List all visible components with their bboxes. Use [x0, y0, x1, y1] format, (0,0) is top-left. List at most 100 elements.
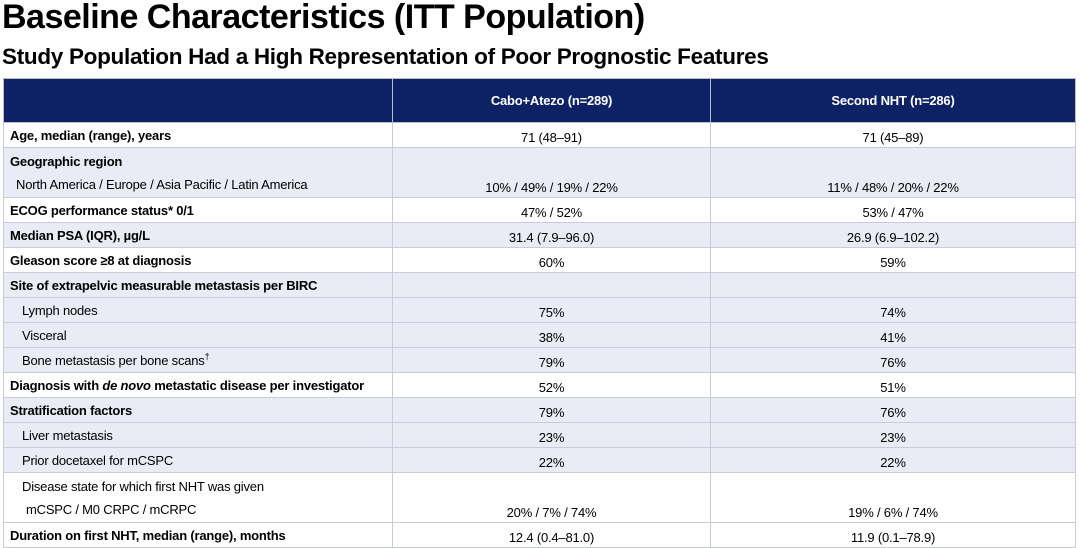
label-text: Site of extrapelvic measurable metastasi…: [10, 277, 318, 293]
row-label: Liver metastasis: [3, 422, 393, 448]
label: Gleason score ≥8 at diagnosis: [10, 253, 191, 268]
value-cell: 41%: [710, 322, 1076, 348]
value-cell: 38%: [392, 322, 711, 348]
row-label: Prior docetaxel for mCSPC: [3, 447, 393, 473]
row-label: Bone metastasis per bone scans†: [3, 347, 393, 373]
value: 74%: [880, 305, 906, 320]
header-cell: [3, 78, 393, 123]
value: 12.4 (0.4–81.0): [508, 530, 595, 545]
label-text: Duration on first NHT, median (range), m…: [10, 527, 286, 543]
value: 60%: [538, 255, 565, 270]
value-cell: 51%: [710, 372, 1076, 398]
value-cell: [392, 272, 711, 298]
label-text: Liver metastasis: [22, 427, 113, 443]
label-text: Prior docetaxel for mCSPC: [22, 452, 174, 468]
row-label: Median PSA (IQR), µg/L: [3, 222, 393, 248]
header-cell: Second NHT (n=286): [710, 78, 1076, 123]
value: 75%: [538, 305, 565, 320]
value: 23%: [880, 430, 906, 445]
footnote-mark: †: [204, 351, 210, 362]
label-text: Disease state for which first NHT was gi…: [22, 478, 264, 494]
value-cell: 22%: [392, 447, 711, 473]
label-text: Stratification factors: [10, 402, 133, 418]
value-cell: 53% / 47%: [710, 197, 1076, 223]
row-label: Age, median (range), years: [3, 122, 393, 148]
value-cell: 75%: [392, 297, 711, 323]
value: 11% / 48% / 20% / 22%: [827, 180, 959, 195]
label: Prior docetaxel for mCSPC: [10, 453, 173, 468]
value-cell: 74%: [710, 297, 1076, 323]
header-row: Cabo+Atezo (n=289) Second NHT (n=286): [3, 78, 1076, 123]
label: Disease state for which first NHT was gi…: [10, 479, 264, 494]
row-label: Gleason score ≥8 at diagnosis: [3, 247, 393, 273]
value-cell: 22%: [710, 447, 1076, 473]
table-row: Visceral 38% 41%: [3, 322, 1076, 348]
value: 53% / 47%: [862, 205, 924, 220]
value-cell: 47% / 52%: [392, 197, 711, 223]
label-text: Lymph nodes: [22, 302, 98, 318]
label: Age, median (range), years: [10, 128, 171, 143]
value: 26.9 (6.9–102.2): [846, 230, 940, 245]
row-label: Disease state for which first NHT was gi…: [3, 472, 393, 523]
label: Visceral: [10, 327, 67, 343]
table-row: Lymph nodes 75% 74%: [3, 297, 1076, 323]
value: 20% / 7% / 74%: [506, 505, 597, 520]
value: 51%: [880, 380, 906, 395]
sublabel: North America / Europe / Asia Pacific / …: [16, 176, 308, 192]
value-cell: 23%: [392, 422, 711, 448]
value: 23%: [538, 430, 565, 445]
table-row: Disease state for which first NHT was gi…: [3, 472, 1076, 523]
value-cell: 59%: [710, 247, 1076, 273]
label: Diagnosis with de novo metastatic diseas…: [10, 378, 364, 393]
table-row: Geographic region North America / Europe …: [3, 147, 1076, 198]
value-cell: 79%: [392, 397, 711, 423]
table-row: Gleason score ≥8 at diagnosis 60% 59%: [3, 247, 1076, 273]
value-cell: 10% / 49% / 19% / 22%: [392, 147, 711, 198]
label: ECOG performance status* 0/1: [10, 203, 194, 218]
value-cell: 76%: [710, 347, 1076, 373]
table-row: Stratification factors 79% 76%: [3, 397, 1076, 423]
value: 71 (45–89): [862, 130, 924, 145]
value-cell: 19% / 6% / 74%: [710, 472, 1076, 523]
value: 76%: [880, 405, 906, 420]
value-cell: 71 (48–91): [392, 122, 711, 148]
value-cell: 76%: [710, 397, 1076, 423]
table-row: Age, median (range), years 71 (48–91) 71 (…: [3, 122, 1076, 148]
label: Site of extrapelvic measurable metastasi…: [10, 278, 317, 293]
value: 22%: [880, 455, 906, 470]
value: 31.4 (7.9–96.0): [508, 230, 595, 245]
value: 52%: [538, 380, 565, 395]
value: 76%: [880, 355, 906, 370]
label: Liver metastasis: [10, 428, 113, 443]
label-text: Bone metastasis per bone scans: [22, 353, 205, 369]
value: 10% / 49% / 19% / 22%: [485, 180, 618, 195]
label: Stratification factors: [10, 403, 132, 418]
value: 79%: [538, 355, 565, 370]
table-row: Diagnosis with de novo metastatic diseas…: [3, 372, 1076, 398]
row-label: Stratification factors: [3, 397, 393, 423]
sublabel: mCSPC / M0 CRPC / mCRPC: [26, 501, 197, 517]
value: 59%: [880, 255, 906, 270]
table-row: Bone metastasis per bone scans† 79% 76%: [3, 347, 1076, 373]
label: Duration on first NHT, median (range), m…: [10, 528, 286, 543]
value: 38%: [538, 330, 565, 345]
value: 79%: [538, 405, 565, 420]
value: 47% / 52%: [520, 205, 583, 220]
table: Cabo+Atezo (n=289) Second NHT (n=286) Ag…: [3, 78, 1076, 548]
label-text: Geographic region: [10, 153, 123, 169]
label: Lymph nodes: [10, 302, 98, 318]
value-cell: 11.9 (0.1–78.9): [710, 522, 1076, 548]
value-cell: 20% / 7% / 74%: [392, 472, 711, 523]
table-row: Duration on first NHT, median (range), m…: [3, 522, 1076, 548]
row-label: Visceral: [3, 322, 393, 348]
label: Geographic region: [10, 154, 122, 169]
value-cell: 23%: [710, 422, 1076, 448]
label-text: Visceral: [22, 327, 67, 343]
row-label: Duration on first NHT, median (range), m…: [3, 522, 393, 548]
value: 71 (48–91): [521, 130, 582, 145]
row-label: Geographic region North America / Europe …: [3, 147, 393, 198]
value-cell: 12.4 (0.4–81.0): [392, 522, 711, 548]
row-label: Lymph nodes: [3, 297, 393, 323]
table-row: Prior docetaxel for mCSPC 22% 22%: [3, 447, 1076, 473]
